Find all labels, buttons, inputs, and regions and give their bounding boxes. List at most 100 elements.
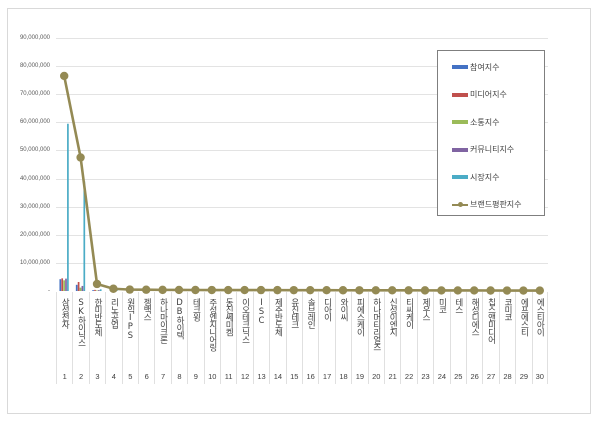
- bar: [77, 282, 80, 291]
- x-category-number: 9: [193, 372, 198, 381]
- y-tick-label: 80,000,000: [19, 63, 50, 70]
- line-marker: [142, 285, 151, 294]
- y-tick-label: 70,000,000: [19, 91, 50, 98]
- legend-label: 커뮤니티지수: [470, 145, 515, 154]
- x-category-label: 테스: [453, 298, 464, 313]
- bar-series: [59, 123, 118, 291]
- line-marker: [306, 285, 315, 295]
- legend-swatch-icon: [452, 65, 468, 69]
- x-category-number: 7: [161, 372, 166, 381]
- x-category: 에스티아이 30: [531, 292, 548, 384]
- x-category-label: 코미코: [502, 298, 513, 321]
- x-category: DB하이텍 8: [170, 292, 187, 384]
- x-category: 티씨케이 22: [400, 292, 416, 384]
- bar: [94, 289, 96, 291]
- x-category-label: 솔브레인: [305, 298, 316, 328]
- gridline: [56, 94, 548, 95]
- line-marker: [224, 285, 233, 295]
- x-category: 신성이엔지 21: [384, 292, 400, 384]
- x-category-number: 20: [372, 372, 381, 381]
- x-category: 리노공업 4: [105, 292, 121, 384]
- x-category-label: 하나머티리얼즈: [371, 298, 382, 351]
- bar: [75, 284, 78, 291]
- x-category-number: 17: [322, 372, 332, 381]
- x-category-number: 19: [355, 372, 365, 381]
- bar: [97, 290, 100, 291]
- x-category-number: 18: [339, 372, 348, 381]
- x-category: 한미반도체 3: [88, 292, 105, 384]
- x-category: 에프에스티 29: [515, 292, 531, 384]
- line-marker: [256, 285, 266, 295]
- legend-item: 커뮤니티지수: [452, 144, 514, 156]
- line-marker: [289, 285, 298, 295]
- x-category: 테스 25: [449, 292, 466, 384]
- line-marker: [240, 285, 249, 295]
- x-category: 디아이 17: [318, 292, 334, 384]
- x-category-label: 주성엔지니어링: [207, 298, 218, 351]
- x-category-label: 신성이엔지: [387, 298, 398, 336]
- bar: [63, 280, 65, 291]
- legend-swatch-icon: [452, 147, 468, 152]
- x-category: 제주반도체 14: [269, 292, 285, 384]
- x-category-number: 14: [273, 372, 283, 381]
- legend-item: 참여지수: [452, 61, 499, 73]
- line-marker: [502, 286, 512, 295]
- x-category-label: 한미반도체: [92, 298, 103, 336]
- x-category: SK하이닉스 2: [72, 292, 88, 384]
- line-marker: [59, 71, 69, 81]
- x-category-number: 30: [535, 372, 544, 381]
- x-category-label: 티씨케이: [404, 298, 415, 328]
- gridline: [56, 179, 548, 180]
- line-marker: [355, 286, 364, 295]
- y-tick-label: 40,000,000: [19, 175, 50, 182]
- legend-swatch-icon: [452, 120, 468, 124]
- gridline: [56, 207, 548, 208]
- line-marker: [404, 286, 413, 295]
- line-marker: [470, 286, 479, 295]
- y-tick-label: 20,000,000: [19, 231, 50, 238]
- line-marker: [437, 286, 446, 295]
- x-category-label: 동진쎄미켐: [223, 298, 234, 336]
- x-category-label: 유진테크: [289, 298, 300, 328]
- x-category-label: 와이씨: [338, 298, 349, 321]
- x-category: 피에스케이 19: [351, 292, 367, 384]
- x-category-label: DB하이텍: [174, 298, 185, 339]
- bar: [61, 278, 64, 291]
- x-category: 삼성전자 1: [56, 292, 72, 384]
- x-category: 와이씨 18: [334, 292, 351, 384]
- x-category-number: 23: [421, 372, 430, 381]
- line-marker: [388, 286, 397, 295]
- gridline: [56, 66, 548, 67]
- x-category: ISC 13: [252, 292, 269, 384]
- x-category-number: 1: [62, 372, 67, 381]
- x-category-number: 21: [388, 372, 397, 381]
- line-marker: [273, 285, 282, 295]
- legend-label: 참여지수: [470, 62, 500, 72]
- line-marker: [535, 286, 544, 295]
- legend-label: 시장지수: [470, 172, 500, 182]
- x-category-label: 테크윙: [190, 298, 201, 321]
- line-marker: [76, 153, 85, 162]
- gridline: [56, 235, 548, 236]
- legend-line-marker-icon: [452, 201, 468, 207]
- x-category-label: ISC: [256, 298, 267, 325]
- legend: 참여지수 미디어지수 소통지수 커뮤니티지수 시장지수 브랜드평판지수: [437, 50, 545, 216]
- x-category-number: 15: [290, 372, 299, 381]
- bar: [79, 287, 82, 291]
- x-category: 테크윙 9: [187, 292, 203, 384]
- x-category: 이오테크닉스 12: [236, 292, 252, 384]
- x-category-number: 29: [519, 372, 529, 381]
- x-category-label: 이오테크닉스: [240, 298, 251, 343]
- x-category-label: 에프에스티: [518, 298, 529, 336]
- x-category-label: 리노공업: [108, 298, 119, 328]
- line-marker: [174, 285, 184, 295]
- x-category-label: 젬백스: [141, 298, 152, 321]
- x-category-number: 22: [404, 372, 414, 381]
- bar: [92, 290, 94, 291]
- x-category-label: 삼성전자: [59, 298, 70, 328]
- y-tick-label: 50,000,000: [19, 147, 50, 154]
- line-marker: [371, 286, 380, 295]
- legend-item: 미디어지수: [452, 89, 507, 101]
- line-marker: [519, 286, 528, 295]
